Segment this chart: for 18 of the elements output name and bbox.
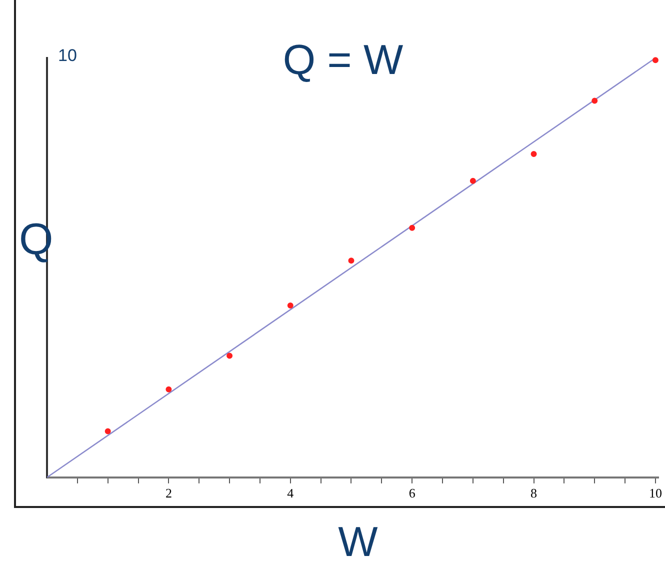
- point: [592, 98, 598, 104]
- point: [409, 224, 416, 231]
- x-tick-label: 4: [287, 486, 294, 501]
- point: [104, 428, 111, 434]
- x-tick-label: 6: [408, 486, 416, 501]
- point: [470, 178, 476, 184]
- point: [348, 258, 354, 264]
- point: [226, 352, 233, 359]
- point: [166, 386, 172, 392]
- annotation: 10: [58, 46, 77, 66]
- x-tick-label: 10: [648, 486, 662, 501]
- chart-title: Q = W: [282, 36, 404, 84]
- x-tick-label: 8: [530, 486, 538, 501]
- point: [530, 151, 537, 158]
- x-tick-label: 2: [165, 486, 172, 501]
- point: [652, 57, 658, 64]
- point: [287, 302, 294, 308]
- x-axis-title: W: [338, 518, 378, 563]
